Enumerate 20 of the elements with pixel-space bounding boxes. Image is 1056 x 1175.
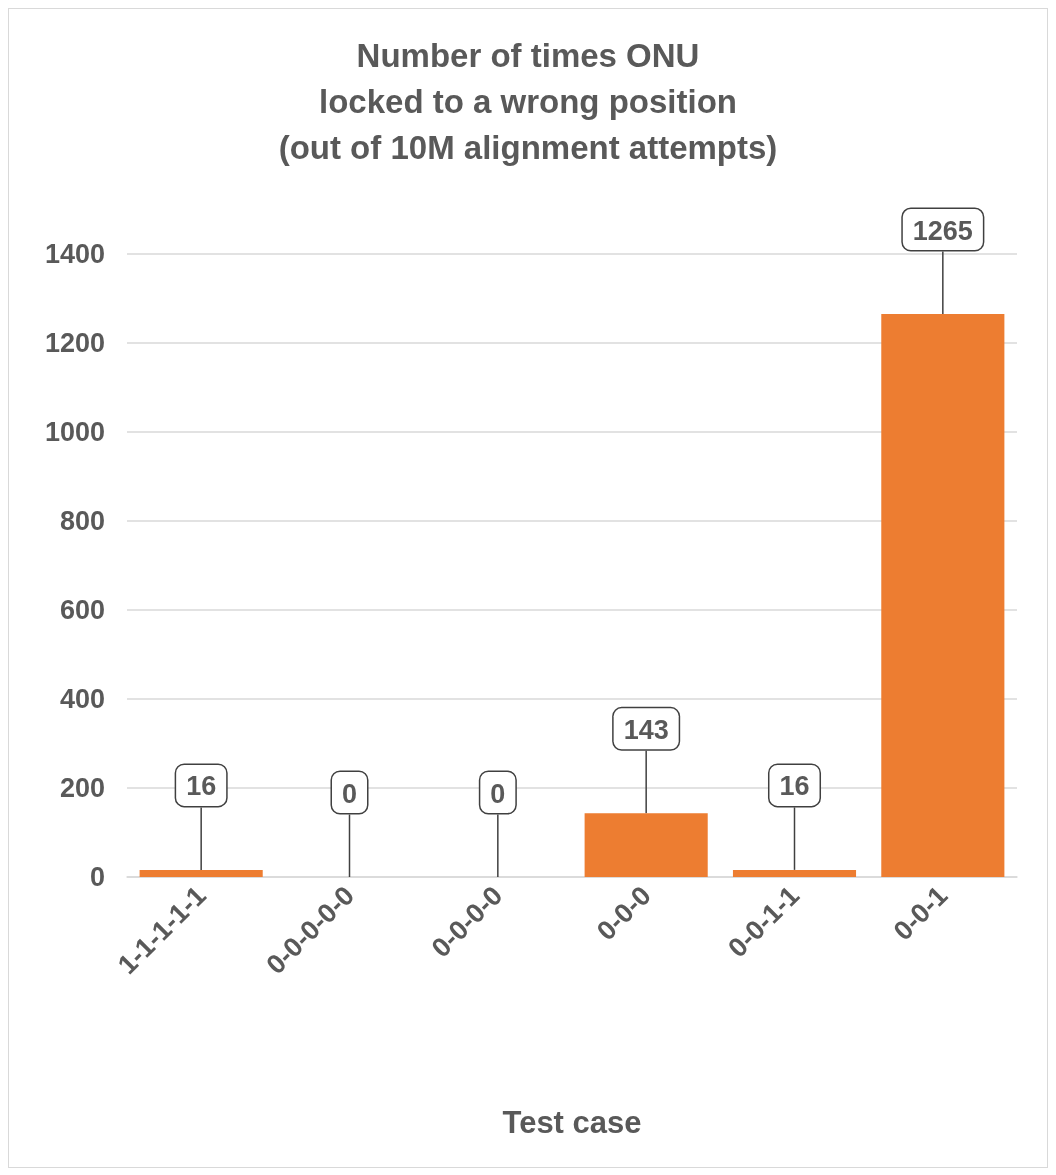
chart-title: Number of times ONU locked to a wrong position (out of 10M alignment attempts) — [278, 36, 778, 166]
data-label: 16 — [779, 771, 810, 802]
bar — [881, 314, 1005, 877]
y-tick-label: 200 — [59, 773, 105, 803]
y-tick-label: 1200 — [44, 328, 105, 358]
bar — [584, 813, 708, 877]
data-label: 0 — [341, 778, 358, 809]
data-label: 16 — [186, 771, 217, 802]
data-label: 0 — [490, 778, 506, 809]
data-label: 1265 — [912, 215, 973, 246]
y-tick-label: 800 — [59, 506, 105, 536]
data-label: 143 — [623, 714, 669, 745]
y-tick-label: 600 — [59, 595, 105, 625]
y-tick-label: 1400 — [44, 239, 105, 269]
y-tick-label: 0 — [89, 862, 105, 892]
y-tick-label: 400 — [59, 684, 105, 714]
y-tick-label: 1000 — [44, 417, 105, 447]
bar — [139, 869, 263, 877]
x-axis-title: Test case — [502, 1105, 642, 1140]
bar — [732, 869, 857, 877]
